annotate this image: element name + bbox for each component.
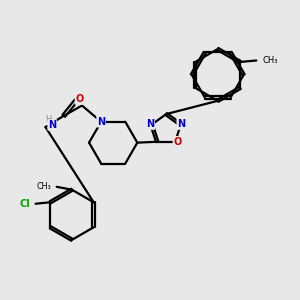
Text: N: N	[177, 119, 185, 129]
Text: O: O	[76, 94, 84, 104]
Text: N: N	[146, 119, 154, 129]
Text: N: N	[48, 120, 56, 130]
Text: Cl: Cl	[20, 199, 30, 209]
Text: N: N	[97, 117, 105, 127]
Text: O: O	[173, 137, 182, 147]
Text: H: H	[45, 116, 51, 124]
Text: CH₃: CH₃	[263, 56, 278, 65]
Text: CH₃: CH₃	[37, 182, 51, 191]
